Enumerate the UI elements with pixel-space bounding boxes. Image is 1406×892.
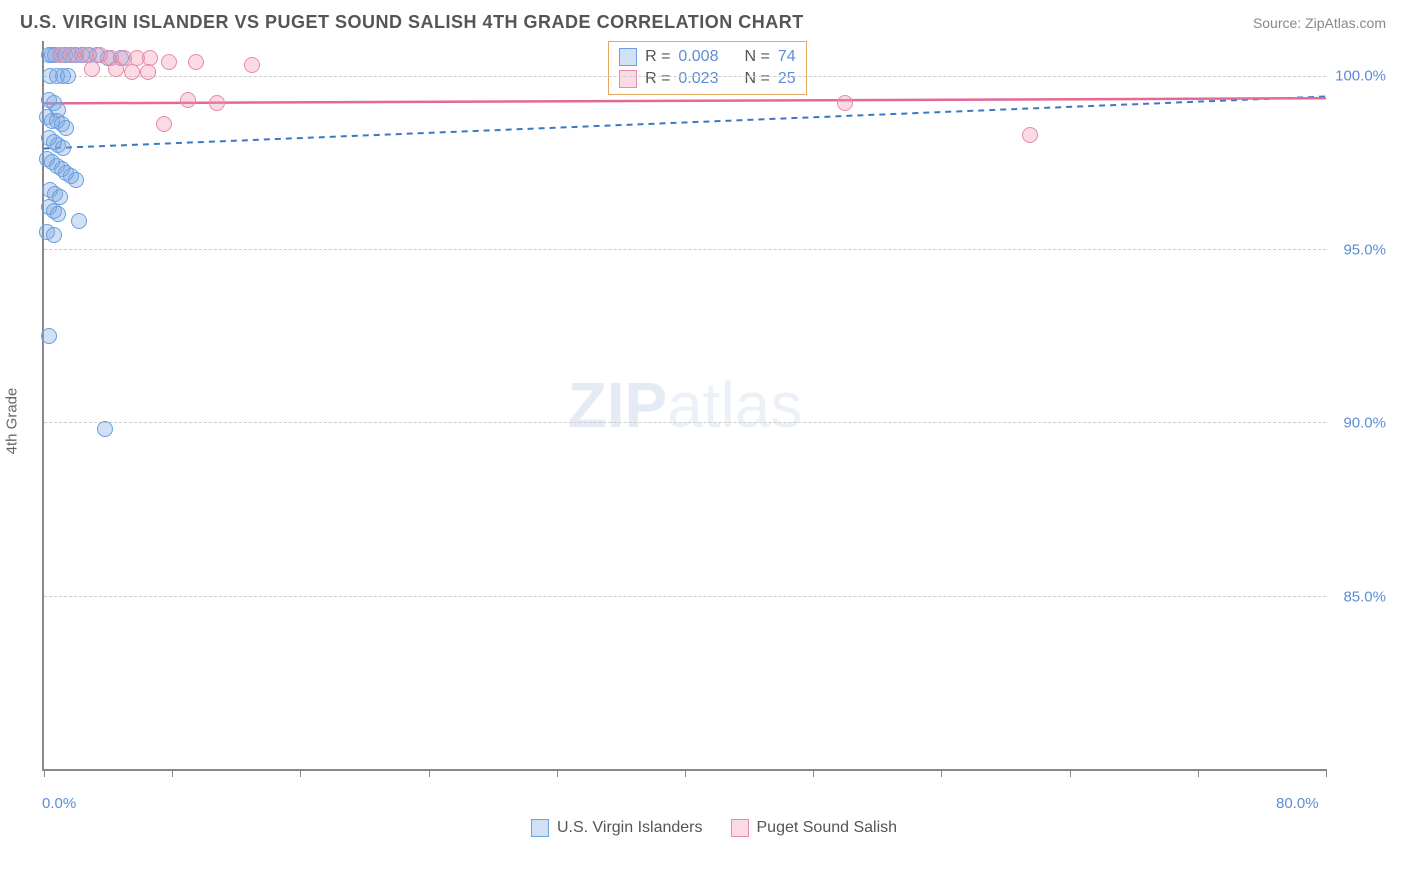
series-legend-item: Puget Sound Salish [731, 819, 898, 837]
legend-r-value: 0.008 [678, 48, 718, 66]
data-point [180, 92, 196, 108]
x-tick [300, 769, 301, 777]
correlation-legend: R = 0.008 N = 74 R = 0.023 N = 25 [608, 41, 807, 95]
data-point [84, 61, 100, 77]
legend-n-label: N = [744, 70, 769, 88]
x-axis-max-label: 80.0% [1276, 795, 1319, 812]
x-tick [1326, 769, 1327, 777]
legend-swatch [731, 819, 749, 837]
series-legend: U.S. Virgin Islanders Puget Sound Salish [531, 819, 897, 837]
series-legend-item: U.S. Virgin Islanders [531, 819, 703, 837]
data-point [71, 213, 87, 229]
x-tick [1070, 769, 1071, 777]
legend-swatch [531, 819, 549, 837]
legend-swatch [619, 70, 637, 88]
chart-container: 4th Grade ZIPatlas R = 0.008 N = 74 R = … [42, 41, 1386, 801]
x-tick [941, 769, 942, 777]
legend-r-label: R = [645, 70, 670, 88]
data-point [244, 57, 260, 73]
legend-n-value: 74 [778, 48, 796, 66]
source-label: Source: ZipAtlas.com [1253, 15, 1386, 31]
data-point [58, 120, 74, 136]
gridline [44, 596, 1326, 597]
legend-swatch [619, 48, 637, 66]
data-point [140, 64, 156, 80]
x-tick [557, 769, 558, 777]
data-point [209, 95, 225, 111]
gridline [44, 249, 1326, 250]
legend-n-value: 25 [778, 70, 796, 88]
data-point [68, 172, 84, 188]
y-tick-label: 85.0% [1343, 589, 1386, 606]
x-tick [1198, 769, 1199, 777]
plot-area: ZIPatlas R = 0.008 N = 74 R = 0.023 N = … [42, 41, 1326, 771]
y-tick-label: 100.0% [1335, 67, 1386, 84]
watermark: ZIPatlas [568, 368, 803, 442]
series-name: U.S. Virgin Islanders [557, 819, 703, 837]
data-point [1022, 127, 1038, 143]
x-tick [172, 769, 173, 777]
data-point [41, 328, 57, 344]
data-point [161, 54, 177, 70]
legend-r-label: R = [645, 48, 670, 66]
data-point [124, 64, 140, 80]
trend-lines [44, 41, 1326, 769]
x-tick [685, 769, 686, 777]
data-point [156, 116, 172, 132]
data-point [46, 227, 62, 243]
data-point [55, 140, 71, 156]
data-point [60, 68, 76, 84]
y-tick-label: 90.0% [1343, 415, 1386, 432]
chart-title: U.S. VIRGIN ISLANDER VS PUGET SOUND SALI… [20, 12, 804, 33]
y-axis-label: 4th Grade [4, 388, 21, 455]
legend-n-label: N = [744, 48, 769, 66]
x-axis-min-label: 0.0% [42, 795, 76, 812]
gridline [44, 76, 1326, 77]
data-point [97, 421, 113, 437]
x-tick [813, 769, 814, 777]
data-point [188, 54, 204, 70]
x-tick [429, 769, 430, 777]
x-tick [44, 769, 45, 777]
data-point [108, 61, 124, 77]
data-point [50, 206, 66, 222]
gridline [44, 422, 1326, 423]
legend-r-value: 0.023 [678, 70, 718, 88]
data-point [837, 95, 853, 111]
legend-row: R = 0.023 N = 25 [619, 68, 796, 90]
legend-row: R = 0.008 N = 74 [619, 46, 796, 68]
series-name: Puget Sound Salish [757, 819, 898, 837]
y-tick-label: 95.0% [1343, 241, 1386, 258]
